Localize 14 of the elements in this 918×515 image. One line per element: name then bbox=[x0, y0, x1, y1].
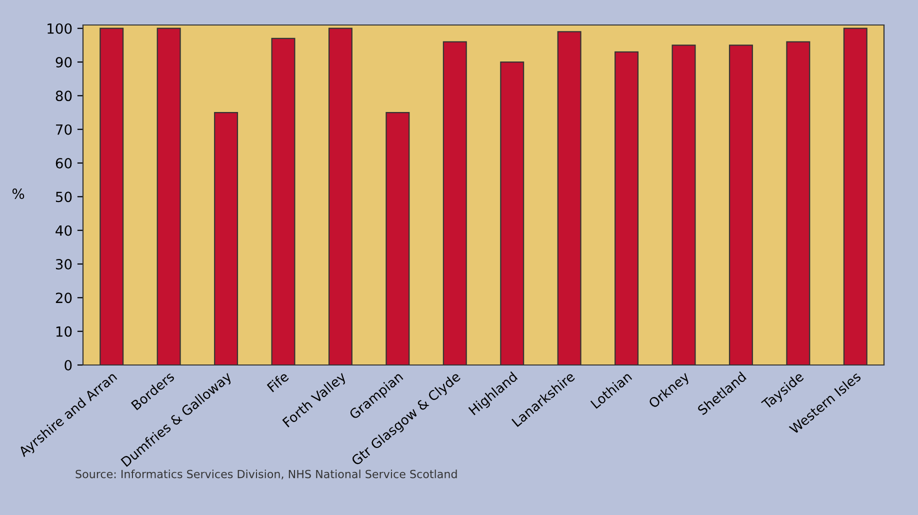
y-tick-label: 100 bbox=[48, 23, 72, 34]
y-tick-label: 60 bbox=[56, 158, 72, 168]
y-tick-label: 50 bbox=[56, 192, 72, 202]
y-tick-label: 0 bbox=[64, 360, 72, 370]
y-tick-label: 40 bbox=[56, 225, 72, 236]
y-tick-label: 30 bbox=[56, 258, 72, 270]
y-tick-label: 80 bbox=[56, 90, 72, 102]
y-tick-label: 70 bbox=[56, 124, 72, 135]
source-note: Source: Informatics Services Division, NHS National Service Scotland bbox=[76, 470, 457, 480]
y-tick-label: 20 bbox=[56, 292, 72, 304]
y-tick-label: 90 bbox=[56, 57, 72, 68]
y-axis-title: % bbox=[12, 188, 24, 200]
x-tick-label: Fife bbox=[266, 371, 290, 392]
y-tick-label: 10 bbox=[56, 326, 72, 337]
